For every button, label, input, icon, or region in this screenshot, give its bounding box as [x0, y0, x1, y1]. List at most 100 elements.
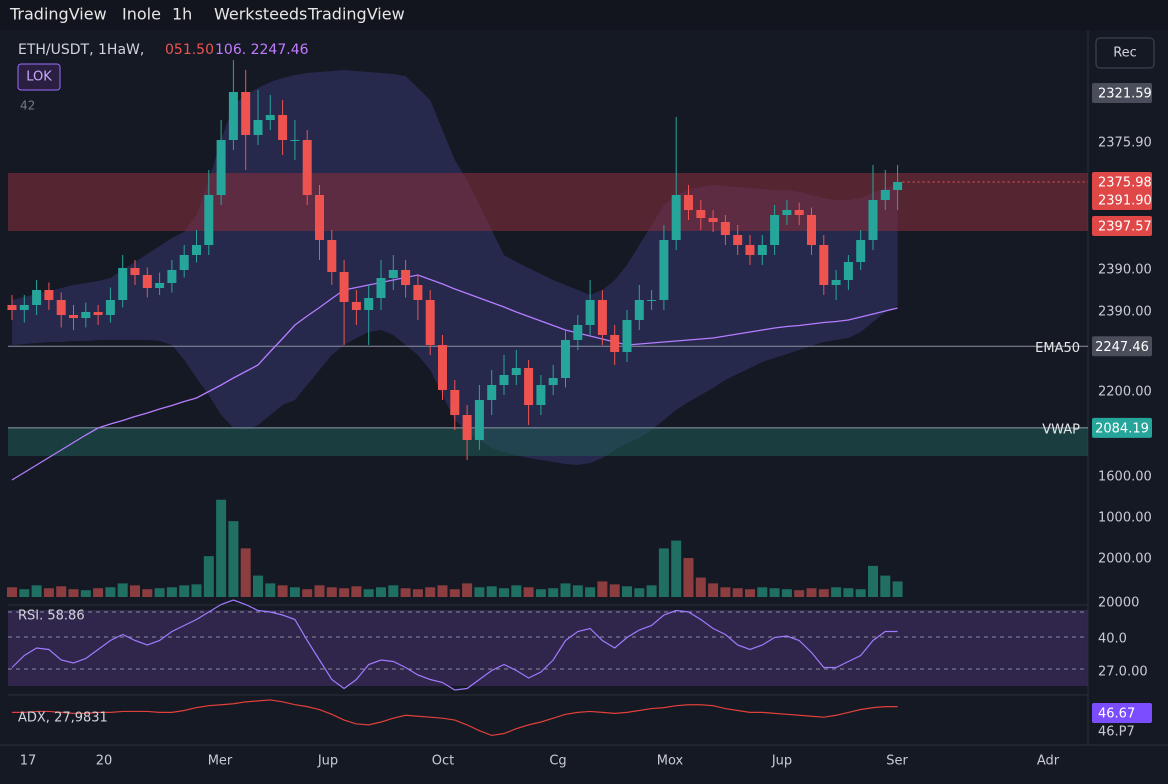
candle-body — [757, 245, 767, 255]
candle-body — [438, 345, 447, 390]
candle-body — [856, 240, 866, 262]
candle-body — [413, 285, 423, 300]
volume-bar — [880, 575, 891, 597]
volume-bar — [523, 587, 534, 597]
candle-body — [44, 290, 54, 300]
candle-body — [597, 300, 607, 335]
candle-body — [671, 195, 681, 240]
volume-bar — [277, 585, 288, 597]
volume-bar — [646, 585, 657, 597]
volume-bar — [425, 587, 436, 597]
volume-bar — [892, 581, 903, 597]
volume-bar — [818, 589, 829, 597]
candle-body — [462, 415, 472, 440]
price-axis-label: 2375.98 — [1098, 176, 1152, 191]
volume-bar — [535, 589, 546, 597]
candle-body — [401, 270, 411, 285]
candle-body — [733, 235, 743, 245]
candle-body — [364, 298, 374, 310]
candle-body — [474, 400, 484, 440]
volume-bar — [806, 588, 817, 597]
candle-body — [155, 283, 165, 288]
volume-bar — [68, 589, 79, 597]
volume-bar — [548, 588, 559, 597]
candle-body — [315, 195, 324, 240]
volume-bar — [388, 585, 399, 597]
candle-body — [69, 315, 78, 318]
volume-bar — [560, 583, 571, 597]
volume-bar — [56, 586, 67, 597]
candle-body — [868, 200, 878, 240]
badge-label[interactable]: LOK — [26, 70, 52, 85]
volume-bar — [695, 577, 706, 597]
time-axis-label: 20 — [96, 754, 113, 769]
top-bar-item[interactable]: Inole — [122, 5, 161, 24]
volume-bar — [400, 588, 411, 597]
candle-body — [782, 210, 792, 215]
price-axis-label: 2200.00 — [1098, 385, 1152, 400]
candle-body — [142, 275, 152, 288]
top-bar-item[interactable]: Werksteeds — [214, 5, 307, 24]
time-axis-label: Jup — [317, 754, 338, 769]
volume-bar — [7, 587, 17, 597]
volume-bar — [93, 588, 104, 597]
volume-bar — [117, 583, 128, 597]
candle-body — [720, 222, 730, 235]
candle-body — [290, 140, 300, 141]
candle-body — [548, 378, 558, 385]
volume-bar — [326, 587, 337, 597]
candle-body — [610, 335, 620, 352]
volume-bar — [363, 589, 374, 597]
candle-body — [634, 300, 644, 320]
candle-body — [622, 320, 632, 352]
price-axis-label: 2000.00 — [1098, 552, 1152, 567]
candle-body — [19, 305, 29, 310]
price-axis-label: 46.P7 — [1098, 725, 1135, 740]
price-tag — [1092, 216, 1152, 236]
candle-body — [228, 92, 238, 140]
rec-button[interactable] — [1095, 37, 1155, 69]
candle-body — [647, 300, 657, 301]
candle-body — [561, 340, 570, 378]
badge[interactable] — [17, 63, 61, 91]
time-axis-label: Oct — [432, 754, 454, 769]
price-axis-label: 2390.00 — [1098, 263, 1152, 278]
candle-body — [204, 195, 214, 245]
volume-bar — [314, 585, 325, 597]
candle-body — [278, 115, 288, 140]
volume-bar — [683, 558, 694, 597]
candle-body — [302, 140, 312, 195]
top-bar-item[interactable]: TradingView — [307, 5, 405, 24]
time-axis-label: 17 — [20, 754, 37, 769]
price-axis-label: 2391.90 — [1098, 194, 1152, 209]
candle-body — [807, 215, 816, 245]
top-bar-item[interactable]: 1h — [172, 5, 192, 24]
candle-body — [56, 300, 66, 315]
volume-bar — [585, 587, 596, 597]
candle-body — [265, 115, 275, 120]
candle-body — [893, 182, 903, 190]
time-axis-label: Ser — [886, 754, 908, 769]
legend-symbol: ETH/USDT, 1HaW, — [18, 42, 144, 58]
price-axis-label: 40.0 — [1098, 632, 1127, 647]
level-name: EMA50 — [1035, 341, 1080, 356]
top-bar-item[interactable]: TradingView — [9, 5, 107, 24]
volume-bar — [437, 585, 448, 597]
zone — [8, 173, 1088, 231]
volume-bar — [154, 588, 165, 597]
volume-bar — [449, 589, 460, 597]
price-axis-label: 20000 — [1098, 596, 1139, 611]
zone — [8, 427, 1088, 456]
price-axis-label: 1600.00 — [1098, 470, 1152, 485]
candle-body — [81, 312, 91, 318]
price-tag — [1092, 172, 1152, 192]
rec-label[interactable]: Rec — [1113, 46, 1137, 61]
candle-body — [376, 278, 386, 298]
rsi-background — [8, 610, 1088, 686]
level-tag — [1092, 417, 1152, 438]
volume-bar — [597, 581, 608, 597]
price-axis-label: 27.0.00 — [1098, 665, 1148, 680]
time-axis-label: Mer — [208, 754, 233, 769]
time-axis-label: Jup — [771, 754, 792, 769]
